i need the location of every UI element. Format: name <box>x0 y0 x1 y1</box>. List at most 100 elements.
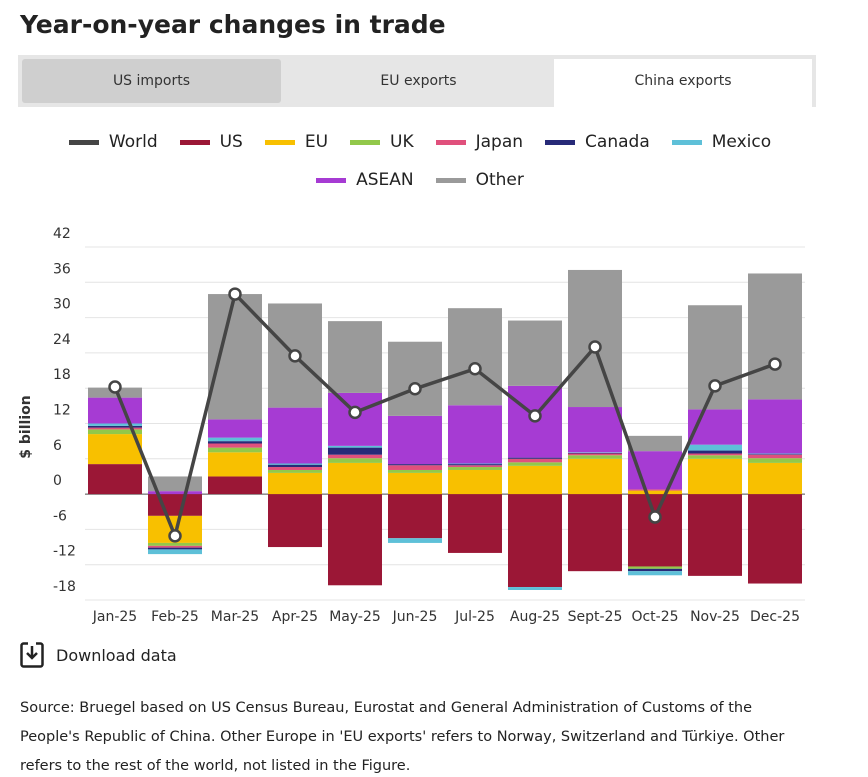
tab[interactable]: EU exports <box>380 73 457 89</box>
bar-segment <box>328 458 382 463</box>
bar-segment <box>268 494 322 548</box>
bar-segment <box>388 469 442 473</box>
bar-segment <box>148 542 202 546</box>
bar-segment <box>508 587 562 590</box>
download-icon <box>20 642 44 668</box>
legend: World US EU UK Japan Canada Mexico ASEAN Other <box>60 130 780 192</box>
bar-segment <box>88 425 142 428</box>
line-point <box>168 529 182 543</box>
bar-segment <box>628 571 682 576</box>
bar-segment <box>688 450 742 454</box>
legend-swatch <box>316 177 347 183</box>
bar-segment <box>508 465 562 495</box>
bar-segment <box>508 462 562 466</box>
x-tick-label: Oct-25 <box>631 609 678 625</box>
bar-segment <box>628 451 682 490</box>
line-point <box>708 379 722 393</box>
bar-segment <box>688 494 742 576</box>
bar-segment <box>208 443 262 448</box>
tab-bar: US imports EU exports China exports <box>18 55 816 107</box>
legend-item[interactable]: World <box>68 130 158 154</box>
bar-segment <box>568 269 622 408</box>
bar-segment <box>448 494 502 553</box>
y-tick-label: 18 <box>53 367 71 383</box>
bar-segment <box>568 453 622 456</box>
bar-segment <box>388 415 442 465</box>
chart: $ billion -18 -12 -6 0 6 12 18 24 30 36 42 Jan-25 Fe… <box>18 226 805 625</box>
bar-segment <box>388 472 442 495</box>
y-tick-label: 24 <box>53 332 71 348</box>
bar-segment <box>88 429 142 435</box>
bar-segment <box>628 435 682 452</box>
bar-segment <box>208 419 262 438</box>
bar-segment <box>268 472 322 495</box>
legend-swatch <box>264 139 295 145</box>
line-point <box>648 510 662 524</box>
line-point <box>468 362 482 376</box>
bar-segment <box>268 463 322 465</box>
bar-segment <box>568 458 622 495</box>
legend-swatch <box>545 139 576 145</box>
x-tick-label: Nov-25 <box>690 609 740 625</box>
bar-segment <box>148 547 202 550</box>
bar-segment <box>748 454 802 455</box>
bar-segment <box>328 321 382 393</box>
legend-item[interactable]: Canada <box>545 130 650 154</box>
bar-segment <box>208 447 262 453</box>
x-tick-label: Mar-25 <box>211 609 259 625</box>
bar-segment <box>208 452 262 477</box>
y-tick-label: 30 <box>53 297 71 313</box>
tab-active[interactable]: China exports <box>554 59 812 107</box>
bar-segment <box>628 568 682 572</box>
x-tick-label: Dec-25 <box>750 609 800 625</box>
bar-segment <box>748 453 802 455</box>
bar-segment <box>568 452 622 453</box>
download-button[interactable]: Download data <box>20 642 177 668</box>
bar-segment <box>88 397 142 424</box>
x-tick-label: Jan-25 <box>92 609 137 625</box>
bar-segment <box>388 465 442 470</box>
bar-segment <box>208 437 262 442</box>
legend-item[interactable]: Mexico <box>671 130 771 154</box>
source-note: Source: Bruegel based on US Census Burea… <box>20 700 785 774</box>
line-point <box>288 349 302 363</box>
legend-swatch <box>179 139 210 145</box>
bar-segment <box>448 463 502 465</box>
bar-segment <box>748 273 802 400</box>
bar-segment <box>328 392 382 446</box>
y-tick-label: -12 <box>53 544 76 560</box>
line-point <box>348 405 362 420</box>
bar-segment <box>688 444 742 451</box>
bar-segment <box>388 538 442 543</box>
bar-segment <box>508 494 562 588</box>
y-tick-label: 42 <box>53 226 71 242</box>
legend-item[interactable]: Other <box>435 168 524 192</box>
y-axis-label: $ billion <box>18 395 34 458</box>
legend-item[interactable]: Japan <box>435 130 524 154</box>
legend-label: ASEAN <box>356 170 414 190</box>
y-tick-label: -6 <box>53 508 67 524</box>
legend-swatch <box>671 139 702 145</box>
tab[interactable]: US imports <box>22 59 281 103</box>
bar-segment <box>628 490 682 495</box>
legend-label: Japan <box>475 132 524 152</box>
legend-item[interactable]: ASEAN <box>316 168 414 192</box>
bar-segment <box>688 458 742 495</box>
bar-segment <box>208 476 262 495</box>
bar-segment <box>628 566 682 569</box>
legend-item[interactable]: UK <box>350 130 414 154</box>
legend-item[interactable]: US <box>179 130 243 154</box>
bar-segment <box>448 464 502 466</box>
legend-swatch <box>435 177 466 183</box>
legend-label: World <box>108 132 158 152</box>
legend-label: Canada <box>585 132 650 152</box>
download-label: Download data <box>56 645 177 665</box>
bar-segment <box>268 467 322 470</box>
bar-segment <box>388 494 442 539</box>
bar-segment <box>328 445 382 448</box>
legend-item[interactable]: EU <box>264 130 328 154</box>
x-tick-label: Feb-25 <box>151 609 199 625</box>
line <box>113 290 776 542</box>
line-point <box>408 382 422 396</box>
